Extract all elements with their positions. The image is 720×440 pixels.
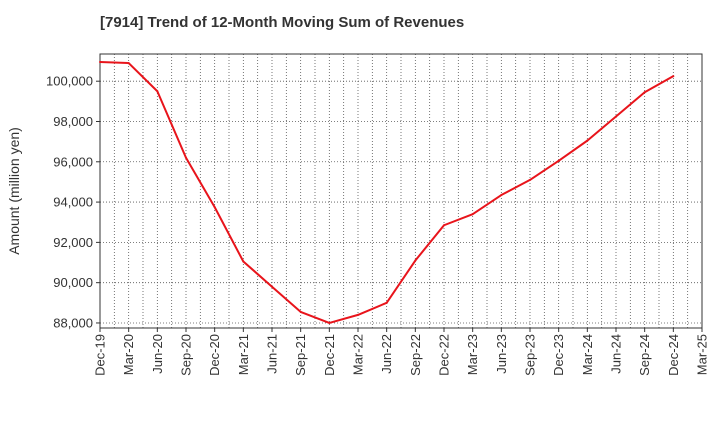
- x-tick-label: Jun-21: [265, 334, 280, 374]
- data-point: [643, 91, 646, 94]
- data-point: [185, 156, 187, 159]
- x-tick-label: Dec-23: [551, 334, 566, 376]
- x-tick-label: Dec-21: [322, 334, 337, 376]
- y-tick-label: 90,000: [53, 275, 93, 290]
- data-point: [586, 139, 589, 142]
- data-point: [615, 115, 617, 118]
- y-tick-label: 100,000: [46, 74, 93, 89]
- x-axis: Dec-19 Mar-20 Jun-20 Sep-20 Dec-20 Mar-21 Jun-…: [93, 328, 710, 376]
- x-tick-label: Jun-20: [150, 334, 165, 374]
- plot-area: [100, 54, 702, 328]
- data-point: [557, 159, 560, 162]
- data-point: [443, 224, 445, 227]
- x-tick-label: Dec-24: [666, 334, 681, 376]
- x-tick-label: Mar-20: [121, 334, 136, 375]
- plot-border: [99, 53, 703, 329]
- y-axis-title: Amount (million yen): [6, 127, 22, 255]
- y-tick-label: 92,000: [53, 235, 93, 250]
- x-tick-label: Mar-21: [236, 334, 251, 375]
- data-point: [529, 178, 531, 181]
- y-tick-label: 98,000: [53, 114, 93, 129]
- x-tick-label: Mar-24: [580, 334, 595, 375]
- x-tick-label: Sep-21: [293, 334, 308, 376]
- x-tick-label: Dec-20: [207, 334, 222, 376]
- data-point: [156, 90, 159, 93]
- data-point: [99, 61, 101, 64]
- y-tick-label: 94,000: [53, 195, 93, 210]
- x-tick-label: Dec-22: [437, 334, 452, 376]
- series-group: [99, 61, 675, 324]
- x-tick-label: Jun-22: [379, 334, 394, 374]
- x-tick-label: Mar-23: [465, 334, 480, 375]
- data-point: [328, 321, 331, 324]
- x-tick-label: Sep-24: [637, 334, 652, 376]
- x-tick-label: Jun-24: [609, 334, 624, 374]
- data-point: [357, 313, 359, 316]
- data-point: [242, 260, 245, 263]
- x-tick-label: Jun-23: [494, 334, 509, 374]
- x-tick-label: Mar-25: [695, 334, 710, 375]
- data-point: [127, 62, 130, 65]
- x-tick-label: Sep-20: [179, 334, 194, 376]
- data-point: [385, 301, 388, 304]
- grid-lines: [100, 54, 702, 328]
- chart-title: [7914] Trend of 12-Month Moving Sum of R…: [100, 14, 465, 31]
- x-tick-label: Sep-23: [523, 334, 538, 376]
- y-tick-label: 88,000: [53, 315, 93, 330]
- y-axis: 88,000 90,000 92,000 94,000 96,000 98,000 100,…: [46, 74, 100, 330]
- data-point: [471, 213, 474, 216]
- x-tick-label: Sep-22: [408, 334, 423, 376]
- data-point: [271, 285, 273, 288]
- y-tick-label: 96,000: [53, 154, 93, 169]
- data-point: [213, 206, 216, 209]
- x-tick-label: Dec-19: [93, 334, 108, 376]
- x-tick-label: Mar-22: [351, 334, 366, 375]
- data-point: [299, 310, 302, 313]
- data-point: [500, 194, 503, 197]
- data-point: [672, 75, 675, 78]
- data-point: [414, 259, 417, 262]
